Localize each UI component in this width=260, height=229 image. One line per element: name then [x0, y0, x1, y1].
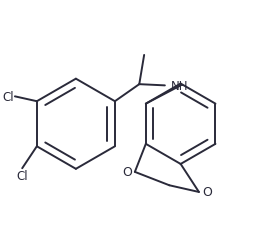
Text: O: O	[203, 186, 212, 199]
Text: O: O	[122, 166, 132, 179]
Text: Cl: Cl	[2, 90, 14, 103]
Text: Cl: Cl	[16, 170, 28, 183]
Text: NH: NH	[171, 79, 188, 93]
